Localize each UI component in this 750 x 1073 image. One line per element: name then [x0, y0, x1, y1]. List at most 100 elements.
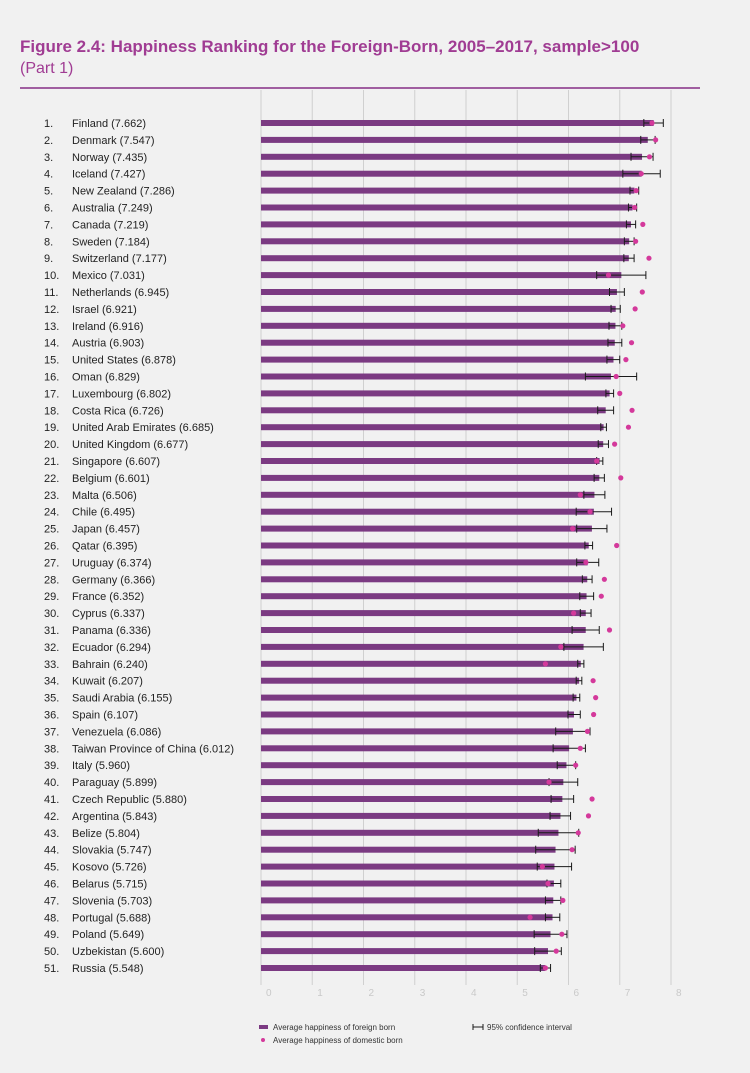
domestic-born-dot: [571, 610, 577, 616]
domestic-born-dot: [546, 779, 552, 785]
rank-number: 49.: [44, 929, 59, 941]
country-label: France (6.352): [72, 591, 144, 603]
x-tick-label: 1: [317, 988, 323, 999]
rank-number: 42.: [44, 811, 59, 823]
foreign-born-bar: [261, 711, 574, 718]
foreign-born-bar: [261, 153, 643, 160]
foreign-born-bar: [261, 458, 600, 464]
domestic-born-dot: [638, 171, 644, 177]
legend-foreign-label: Average happiness of foreign born: [273, 1023, 395, 1032]
rank-number: 19.: [44, 422, 59, 434]
country-label: Belgium (6.601): [72, 473, 150, 485]
rank-number: 2.: [44, 135, 53, 147]
x-tick-label: 5: [522, 988, 528, 999]
foreign-born-bar: [261, 660, 581, 667]
rank-number: 22.: [44, 473, 59, 485]
domestic-born-dot: [577, 745, 583, 751]
rank-number: 25.: [44, 524, 59, 536]
rank-number: 16.: [44, 372, 59, 384]
country-label: Denmark (7.547): [72, 135, 155, 147]
country-label: Germany (6.366): [72, 574, 155, 586]
domestic-born-dot: [646, 154, 653, 160]
rank-number: 44.: [44, 845, 59, 857]
domestic-born-dot: [558, 644, 564, 650]
country-label: United Kingdom (6.677): [72, 439, 188, 451]
domestic-born-dot: [640, 221, 646, 227]
foreign-born-bar: [261, 880, 554, 887]
foreign-born-bar: [261, 593, 587, 600]
rank-number: 9.: [44, 253, 53, 265]
foreign-born-bar: [261, 136, 648, 143]
country-label: Czech Republic (5.880): [72, 794, 187, 806]
rank-number: 23.: [44, 490, 59, 502]
domestic-born-dot: [569, 847, 575, 853]
foreign-born-bar: [261, 762, 567, 769]
foreign-born-bar: [261, 829, 559, 836]
country-label: Russia (5.548): [72, 963, 144, 975]
foreign-born-bar: [261, 187, 635, 194]
country-label: Norway (7.435): [72, 152, 147, 164]
domestic-born-dot: [583, 559, 589, 566]
rank-number: 36.: [44, 710, 59, 722]
country-label: Venezuela (6.086): [72, 726, 161, 738]
country-label: Switzerland (7.177): [72, 253, 167, 265]
foreign-born-bar: [261, 897, 554, 904]
domestic-born-dot: [606, 627, 613, 633]
chart-title: Figure 2.4: Happiness Ranking for the Fo…: [20, 37, 640, 56]
foreign-born-bar: [261, 694, 577, 701]
rank-number: 3.: [44, 152, 53, 164]
domestic-born-dot: [605, 272, 612, 278]
domestic-born-dot: [593, 695, 599, 701]
country-label: Slovenia (5.703): [72, 895, 152, 907]
foreign-born-bar: [261, 204, 633, 211]
rank-number: 51.: [44, 963, 59, 975]
foreign-born-bar: [261, 525, 592, 532]
rank-number: 48.: [44, 912, 59, 924]
domestic-born-dot: [575, 830, 581, 836]
rank-number: 27.: [44, 557, 59, 569]
country-label: Paraguay (5.899): [72, 777, 157, 789]
rank-number: 45.: [44, 862, 59, 874]
country-label: Slovakia (5.747): [72, 845, 152, 857]
rank-number: 5.: [44, 186, 53, 198]
foreign-born-bar: [261, 643, 584, 650]
country-label: Belize (5.804): [72, 828, 140, 840]
rank-number: 15.: [44, 355, 59, 367]
country-label: Panama (6.336): [72, 625, 151, 637]
domestic-born-dot: [623, 357, 629, 363]
country-label: Italy (5.960): [72, 760, 130, 772]
country-label: Finland (7.662): [72, 118, 146, 130]
domestic-born-dot: [542, 965, 549, 971]
rank-number: 18.: [44, 405, 59, 417]
country-label: United Arab Emirates (6.685): [72, 422, 214, 434]
x-tick-label: 3: [420, 988, 426, 999]
country-label: Israel (6.921): [72, 304, 137, 316]
foreign-born-bar: [261, 779, 564, 786]
country-label: Poland (5.649): [72, 929, 144, 941]
rank-number: 4.: [44, 169, 53, 181]
rank-number: 31.: [44, 625, 59, 637]
foreign-born-bar: [261, 846, 556, 853]
country-label: Chile (6.495): [72, 507, 135, 519]
rank-number: 24.: [44, 507, 59, 519]
domestic-born-dot: [594, 458, 600, 464]
rank-number: 50.: [44, 946, 59, 958]
country-label: Netherlands (6.945): [72, 287, 169, 299]
country-label: Portugal (5.688): [72, 912, 151, 924]
rank-number: 11.: [44, 287, 58, 299]
country-label: Austria (6.903): [72, 338, 144, 350]
country-label: Bahrain (6.240): [72, 659, 148, 671]
rank-number: 8.: [44, 236, 53, 248]
rank-number: 40.: [44, 777, 59, 789]
country-label: United States (6.878): [72, 355, 176, 367]
rank-number: 39.: [44, 760, 59, 772]
rank-number: 20.: [44, 439, 59, 451]
rank-number: 29.: [44, 591, 59, 603]
title-divider: [20, 87, 700, 89]
rank-number: 34.: [44, 676, 59, 688]
foreign-born-bar: [261, 390, 610, 397]
foreign-born-bar: [261, 948, 548, 955]
domestic-born-dot: [545, 880, 551, 887]
foreign-born-bar: [261, 745, 570, 752]
domestic-born-dot: [584, 728, 591, 735]
